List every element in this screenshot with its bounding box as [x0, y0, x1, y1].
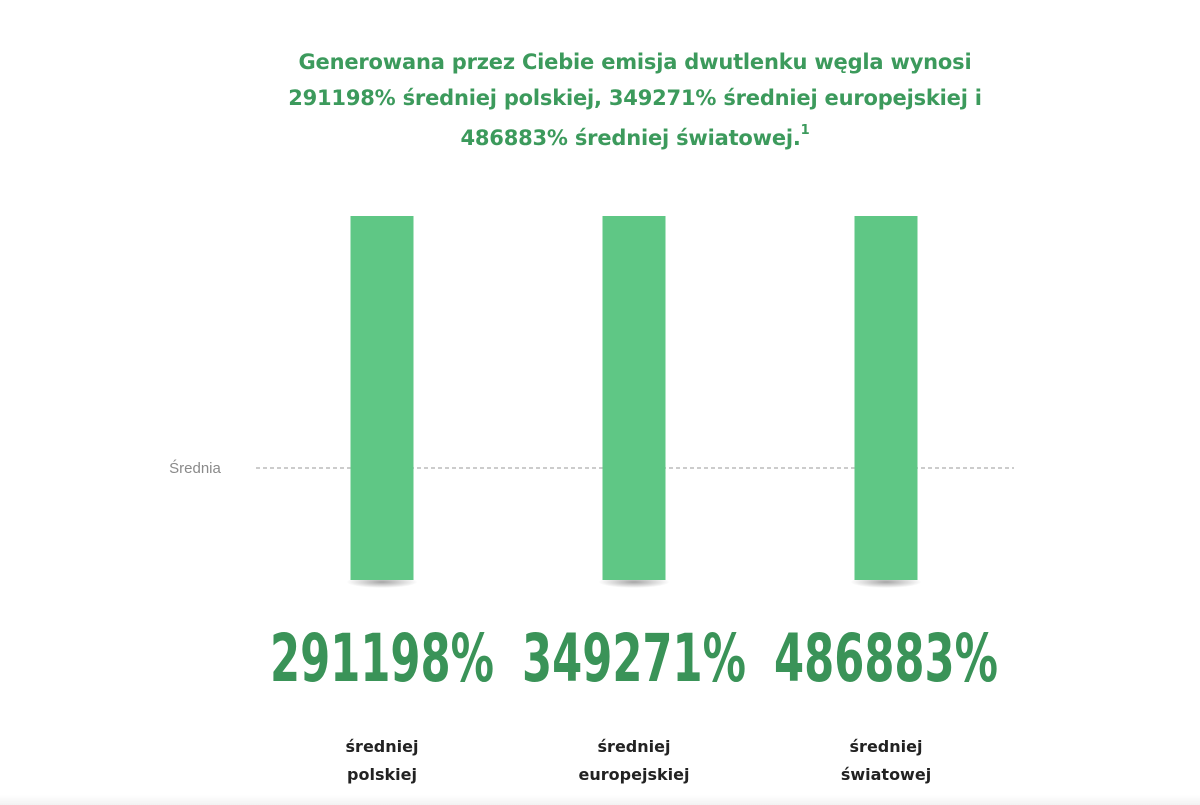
category-label: średniej	[598, 737, 671, 756]
value-label: 349271%	[522, 620, 746, 697]
category-label: światowej	[841, 765, 931, 784]
value-label: 486883%	[774, 620, 998, 697]
bar	[350, 216, 414, 580]
value-label: 291198%	[270, 620, 494, 697]
category-label: średniej	[346, 737, 419, 756]
reference-label: Średnia	[169, 459, 221, 477]
category-label: polskiej	[347, 765, 417, 784]
bar	[854, 216, 918, 580]
bar	[602, 216, 666, 580]
page-bottom-edge	[0, 795, 1200, 805]
footnote-marker[interactable]: 1	[800, 123, 810, 138]
chart-headline: Generowana przez Ciebie emisja dwutlenku…	[270, 44, 1000, 156]
category-label: europejskiej	[579, 765, 690, 784]
headline-text: Generowana przez Ciebie emisja dwutlenku…	[288, 50, 982, 150]
category-label: średniej	[850, 737, 923, 756]
